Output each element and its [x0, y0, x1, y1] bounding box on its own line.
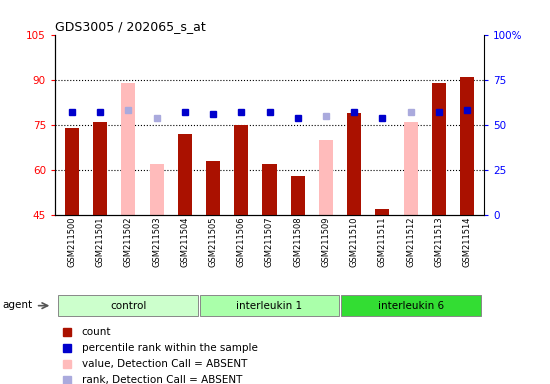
Bar: [347, 113, 361, 215]
Bar: [319, 140, 333, 215]
Text: agent: agent: [3, 300, 33, 310]
Bar: [375, 209, 389, 215]
Bar: [178, 134, 192, 215]
Bar: [150, 164, 164, 215]
Text: value, Detection Call = ABSENT: value, Detection Call = ABSENT: [81, 359, 247, 369]
Bar: [404, 122, 417, 215]
FancyBboxPatch shape: [58, 295, 199, 316]
Text: interleukin 6: interleukin 6: [377, 301, 444, 311]
FancyBboxPatch shape: [200, 295, 339, 316]
Bar: [122, 83, 135, 215]
Text: control: control: [110, 301, 146, 311]
Bar: [460, 77, 474, 215]
Text: rank, Detection Call = ABSENT: rank, Detection Call = ABSENT: [81, 374, 242, 384]
Text: interleukin 1: interleukin 1: [236, 301, 302, 311]
Bar: [262, 164, 277, 215]
Text: GDS3005 / 202065_s_at: GDS3005 / 202065_s_at: [55, 20, 206, 33]
Bar: [206, 161, 220, 215]
Text: count: count: [81, 327, 111, 337]
Bar: [65, 128, 79, 215]
Bar: [234, 125, 249, 215]
Text: percentile rank within the sample: percentile rank within the sample: [81, 343, 257, 353]
Bar: [432, 83, 446, 215]
FancyBboxPatch shape: [340, 295, 481, 316]
Bar: [290, 176, 305, 215]
Bar: [93, 122, 107, 215]
